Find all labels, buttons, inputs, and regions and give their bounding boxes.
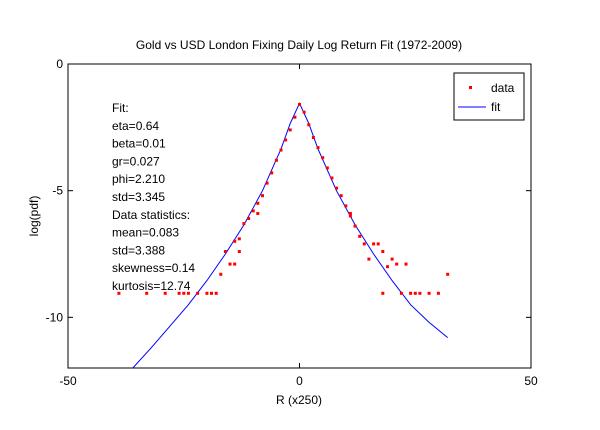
data-point [177, 291, 181, 295]
data-point [325, 166, 329, 170]
annotation-line: kurtosis=12.74 [112, 279, 191, 293]
data-point [293, 115, 297, 119]
data-point [196, 291, 200, 295]
chart-title: Gold vs USD London Fixing Daily Log Retu… [136, 38, 462, 52]
data-point [223, 250, 227, 253]
data-point [335, 186, 338, 190]
data-point [446, 272, 450, 276]
data-point [348, 214, 352, 218]
data-point [409, 291, 413, 295]
data-point [372, 242, 376, 246]
data-point [436, 291, 440, 295]
data-point [353, 224, 357, 228]
legend-data-label: data [491, 81, 515, 95]
y-tick-label: -5 [52, 184, 63, 198]
data-point [376, 242, 380, 246]
annotation-line: mean=0.083 [112, 226, 179, 240]
data-point [256, 212, 260, 215]
legend-data-marker [469, 86, 472, 89]
data-point [117, 291, 121, 295]
data-point [233, 239, 237, 243]
data-point [358, 234, 362, 238]
data-point [307, 123, 311, 127]
annotation-line: phi=2.210 [112, 172, 165, 186]
data-point [381, 291, 385, 295]
data-point [386, 265, 389, 269]
y-tick-label: -10 [46, 310, 64, 324]
fit-annotation: Fit: eta=0.64 beta=0.01 gr=0.027 phi=2.210 st… [112, 101, 195, 293]
legend-box [453, 72, 525, 121]
data-series [117, 103, 450, 295]
data-point [284, 138, 288, 142]
y-tick-label: 0 [56, 57, 63, 71]
data-point [274, 158, 278, 162]
data-point [404, 262, 408, 266]
fit-series [132, 102, 449, 368]
data-point [339, 194, 343, 198]
data-point [186, 291, 190, 295]
x-axis-label: R (x250) [276, 393, 322, 407]
data-point [247, 217, 251, 220]
x-tick-label: 0 [296, 374, 303, 388]
data-point [399, 291, 403, 295]
data-point [395, 262, 399, 266]
data-point [418, 291, 422, 295]
x-tick-label: 50 [524, 374, 538, 388]
legend-fit-label: fit [491, 100, 501, 114]
fit-line [132, 102, 449, 368]
data-point [261, 194, 264, 198]
annotation-line: gr=0.027 [112, 154, 160, 168]
data-point [427, 291, 431, 295]
data-point [311, 136, 315, 139]
data-point [321, 156, 325, 160]
legend: data fit [453, 72, 525, 121]
data-point [298, 103, 301, 106]
data-point [344, 204, 348, 208]
data-point [182, 291, 186, 295]
data-point [242, 222, 246, 226]
data-point [228, 262, 232, 266]
data-point [330, 176, 334, 180]
data-point [390, 257, 394, 261]
data-point [163, 291, 167, 295]
data-point [256, 201, 260, 205]
data-point [251, 209, 255, 213]
data-point [367, 257, 371, 261]
annotation-line: beta=0.01 [112, 137, 166, 151]
data-point [413, 291, 417, 295]
data-point [302, 110, 306, 114]
data-point [205, 291, 209, 295]
annotation-line: std=3.388 [112, 243, 165, 257]
data-point [381, 250, 385, 253]
data-point [270, 171, 274, 175]
annotation-line: Data statistics: [112, 208, 190, 222]
data-point [219, 272, 223, 276]
data-point [348, 212, 352, 215]
data-point [316, 146, 320, 150]
data-point [210, 291, 213, 295]
annotation-line: skewness=0.14 [112, 261, 195, 275]
data-point [237, 237, 241, 241]
data-point [145, 291, 149, 295]
axis-ticks: -50 0 50 0 -5 -10 [46, 57, 538, 388]
data-point [279, 148, 283, 152]
annotation-line: std=3.345 [112, 190, 165, 204]
data-point [288, 128, 292, 132]
data-point [237, 250, 241, 253]
data-point [233, 262, 237, 266]
annotation-line: eta=0.64 [112, 119, 159, 133]
data-point [362, 242, 366, 246]
data-point [214, 291, 218, 295]
x-tick-label: -50 [59, 374, 77, 388]
y-axis-label: log(pdf) [27, 196, 41, 237]
annotation-line: Fit: [112, 101, 129, 115]
data-point [265, 181, 269, 185]
